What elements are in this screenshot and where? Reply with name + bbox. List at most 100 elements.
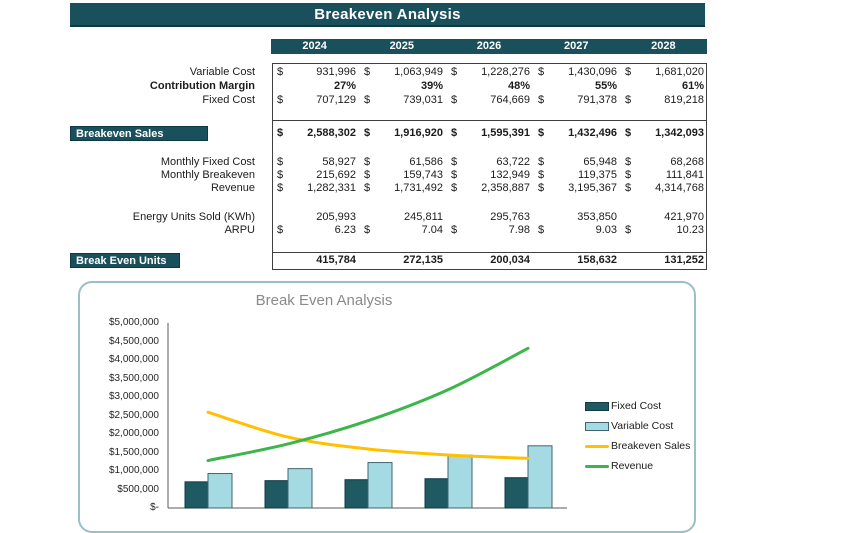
cell-value[interactable]: 421,970 — [664, 211, 704, 223]
year-header-2025[interactable]: 2025 — [389, 40, 415, 52]
cell-value[interactable]: $111,841 — [620, 169, 707, 182]
cell-value[interactable]: 245,811 — [404, 211, 443, 223]
cell-value[interactable]: $3,195,367 — [533, 182, 620, 195]
cell-value[interactable]: $1,731,492 — [359, 182, 446, 195]
cell-value[interactable]: 158,632 — [577, 254, 617, 266]
currency-symbol: $ — [277, 127, 284, 139]
year-header-2028[interactable]: 2028 — [651, 40, 676, 52]
section-label[interactable]: Breakeven Sales — [70, 126, 208, 141]
row-label[interactable]: Energy Units Sold (KWh) — [132, 211, 255, 223]
cell-value[interactable]: $791,378 — [533, 93, 620, 107]
cell-value[interactable]: $7.98 — [446, 224, 533, 237]
cell-value[interactable]: $764,669 — [446, 93, 533, 107]
year-header-2024[interactable]: 2024 — [302, 40, 327, 52]
cell-value[interactable]: 415,784 — [316, 254, 356, 266]
fixed-cost-bars[interactable] — [184, 477, 529, 509]
cell-value[interactable]: $1,432,496 — [533, 126, 620, 141]
cell-value[interactable]: 39% — [420, 80, 443, 92]
cell-value[interactable]: $1,595,391 — [446, 126, 533, 141]
row-label[interactable]: ARPU — [224, 224, 255, 236]
cell-value[interactable]: $931,996 — [272, 65, 359, 79]
cell-value[interactable]: $6.23 — [272, 224, 359, 237]
cell-number: 1,595,391 — [481, 127, 530, 139]
cell-value[interactable]: 55% — [594, 80, 617, 92]
year-header-2027[interactable]: 2027 — [563, 40, 589, 52]
cell-number: 739,031 — [403, 94, 443, 106]
y-tick-label: $500,000 — [117, 483, 159, 495]
cell-value[interactable]: $2,588,302 — [272, 126, 359, 141]
cell-value[interactable]: 48% — [507, 80, 530, 92]
chart-plot-area[interactable] — [163, 311, 573, 521]
cell-value[interactable]: $159,743 — [359, 169, 446, 182]
row-label[interactable]: Variable Cost — [189, 66, 255, 78]
cell-value[interactable]: $63,722 — [446, 156, 533, 169]
legend-item-fixed-cost[interactable]: Fixed Cost — [585, 396, 690, 416]
y-tick-label: $4,500,000 — [108, 335, 159, 347]
cell-value[interactable]: 200,034 — [490, 254, 530, 266]
cell-value[interactable]: 131,252 — [664, 254, 704, 266]
cell-value[interactable]: $739,031 — [359, 93, 446, 107]
cell-number: 791,378 — [577, 94, 617, 106]
currency-symbol: $ — [451, 182, 458, 194]
legend-item-revenue[interactable]: Revenue — [585, 456, 690, 476]
cell-value[interactable]: 295,763 — [490, 211, 530, 223]
cell-number: 1,731,492 — [394, 182, 443, 194]
cell-value[interactable]: $119,375 — [533, 169, 620, 182]
cell-value[interactable]: $61,586 — [359, 156, 446, 169]
cell-value[interactable]: $1,681,020 — [620, 65, 707, 79]
cell-value[interactable]: $9.03 — [533, 224, 620, 237]
row-label[interactable]: Fixed Cost — [202, 94, 255, 106]
breakeven-chart[interactable]: Break Even Analysis $5,000,000 $4,500,000… — [78, 281, 696, 533]
cell-value[interactable]: $10.23 — [620, 224, 707, 237]
revenue-line[interactable] — [206, 346, 530, 463]
cell-number: 111,841 — [665, 169, 704, 181]
cell-value[interactable]: $7.04 — [359, 224, 446, 237]
cell-value[interactable]: $1,063,949 — [359, 65, 446, 79]
legend-label: Breakeven Sales — [611, 440, 691, 452]
row-values: $6.23 $7.04 $7.98 $9.03 $10.23 — [272, 224, 707, 237]
year-header-row: 2024 2025 2026 2027 2028 — [271, 39, 707, 54]
currency-symbol: $ — [364, 169, 371, 181]
cell-value[interactable]: $2,358,887 — [446, 182, 533, 195]
y-tick-label: $2,500,000 — [108, 409, 159, 421]
variable-cost-bars[interactable] — [207, 445, 553, 509]
cell-value[interactable]: 272,135 — [403, 254, 443, 266]
cell-value[interactable]: 61% — [681, 80, 704, 92]
cell-value[interactable]: $1,282,331 — [272, 182, 359, 195]
cell-value[interactable]: $1,430,096 — [533, 65, 620, 79]
cell-value[interactable]: $215,692 — [272, 169, 359, 182]
cell-value[interactable]: $1,342,093 — [620, 126, 707, 141]
cell-value[interactable]: $707,129 — [272, 93, 359, 107]
row-label[interactable]: Revenue — [210, 182, 255, 194]
cell-value[interactable]: $4,314,768 — [620, 182, 707, 195]
cell-value[interactable]: $65,948 — [533, 156, 620, 169]
breakeven-sales-line[interactable] — [206, 410, 530, 460]
cell-value[interactable]: $132,949 — [446, 169, 533, 182]
cell-value[interactable]: $819,218 — [620, 93, 707, 107]
cell-number: 764,669 — [490, 94, 530, 106]
legend-item-breakeven-sales[interactable]: Breakeven Sales — [585, 436, 690, 456]
currency-symbol: $ — [538, 169, 545, 181]
currency-symbol: $ — [538, 127, 545, 139]
cell-value[interactable]: 353,850 — [577, 211, 617, 223]
cell-number: 9.03 — [595, 224, 617, 236]
cell-value[interactable]: 27% — [333, 80, 356, 92]
row-label[interactable]: Monthly Fixed Cost — [160, 156, 255, 168]
year-header-2026[interactable]: 2026 — [476, 40, 502, 52]
cell-value[interactable]: $58,927 — [272, 156, 359, 169]
legend-item-variable-cost[interactable]: Variable Cost — [585, 416, 690, 436]
currency-symbol: $ — [364, 66, 371, 78]
cell-value[interactable]: $1,228,276 — [446, 65, 533, 79]
currency-symbol: $ — [538, 224, 545, 236]
cell-number: 1,063,949 — [394, 66, 443, 78]
section-label[interactable]: Break Even Units — [70, 253, 180, 268]
cell-number: 931,996 — [316, 66, 356, 78]
row-label[interactable]: Monthly Breakeven — [160, 169, 255, 181]
row-label[interactable]: Contribution Margin — [149, 80, 255, 92]
row-values: 205,993 245,811 295,763 353,850 421,970 — [272, 211, 707, 224]
currency-symbol: $ — [364, 156, 371, 168]
cell-value[interactable]: $68,268 — [620, 156, 707, 169]
cell-value[interactable]: $1,916,920 — [359, 126, 446, 141]
cell-number: 3,195,367 — [568, 182, 617, 194]
cell-value[interactable]: 205,993 — [316, 211, 356, 223]
